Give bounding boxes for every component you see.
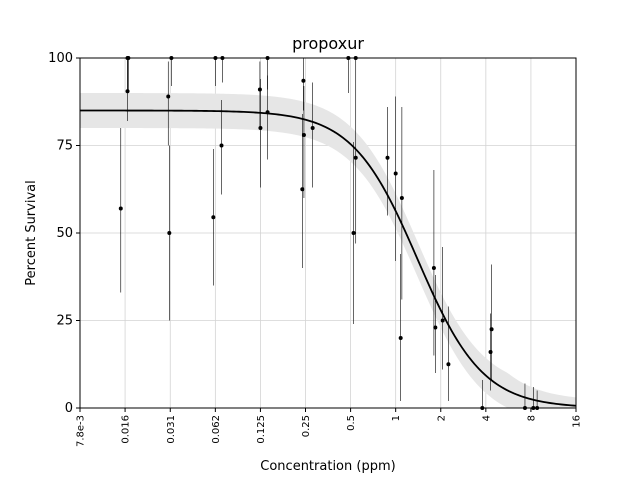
x-tick-label: 0.25	[301, 415, 312, 437]
data-point	[301, 133, 306, 137]
x-tick-label: 0.125	[256, 415, 267, 444]
y-axis-ticks: 0 25 50 75 100	[48, 51, 80, 416]
data-point	[489, 327, 494, 332]
y-tick-label: 50	[56, 226, 73, 241]
data-point	[265, 110, 270, 115]
data-point	[385, 155, 390, 160]
x-tick-label: 0.5	[346, 415, 357, 431]
y-tick-label: 100	[48, 51, 73, 66]
data-point	[301, 78, 306, 83]
y-axis-label: Percent Survival	[24, 180, 39, 285]
data-point	[167, 231, 172, 235]
x-tick-label: 4	[481, 415, 492, 421]
data-point	[446, 362, 451, 367]
data-point	[398, 336, 403, 340]
data-point	[393, 171, 398, 176]
fit-line	[79, 109, 577, 407]
x-axis-ticks: 7.8e-3 0.016 0.031 0.062 0.125 0.25 0.5 1 2 4 8 16	[76, 408, 583, 447]
confidence-band	[80, 93, 576, 409]
data-point	[431, 266, 436, 270]
y-tick-label: 75	[56, 139, 73, 154]
x-tick-label: 0.062	[211, 415, 222, 444]
data-point	[353, 155, 358, 160]
data-point	[351, 231, 356, 235]
y-tick-label: 0	[65, 401, 73, 416]
data-point	[440, 318, 445, 323]
x-tick-label: 0.016	[121, 415, 132, 444]
data-point	[258, 126, 263, 130]
data-point	[211, 215, 216, 220]
data-point	[118, 206, 123, 211]
data-point	[399, 196, 404, 200]
x-tick-label: 8	[526, 415, 537, 421]
data-point	[300, 187, 305, 192]
confidence-band-area	[80, 93, 576, 409]
x-tick-label: 2	[436, 415, 447, 421]
x-tick-label: 1	[391, 415, 402, 421]
chart-title: propoxur	[292, 34, 364, 53]
fit-curve	[79, 109, 577, 407]
data-point	[219, 143, 224, 148]
data-point	[488, 350, 493, 354]
data-point	[310, 126, 315, 130]
x-axis-label: Concentration (ppm)	[260, 459, 395, 474]
x-tick-label: 7.8e-3	[76, 415, 87, 447]
x-tick-label: 0.031	[166, 415, 177, 444]
data-point	[257, 87, 262, 92]
y-tick-label: 25	[56, 314, 73, 329]
data-point	[166, 94, 171, 99]
x-tick-label: 16	[572, 415, 583, 428]
data-point	[125, 89, 130, 94]
data-point	[433, 325, 438, 330]
